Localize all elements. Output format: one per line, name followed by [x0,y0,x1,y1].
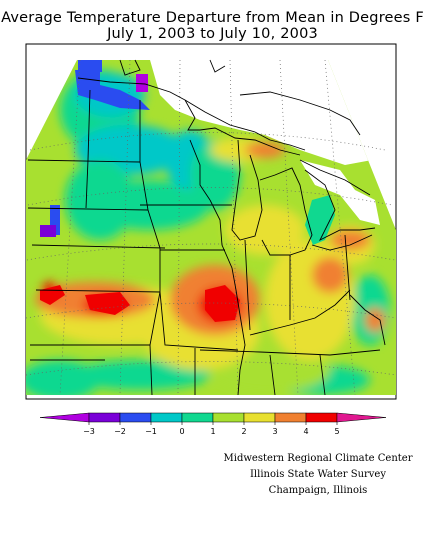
credit-survey: Illinois State Water Survey [249,469,386,480]
legend-tick-label: −1 [145,427,157,436]
credit-institution: Midwestern Regional Climate Center [223,453,413,464]
graticule [25,59,397,396]
legend-tick-label: −2 [114,427,126,436]
legend-tick-label: −3 [83,427,95,436]
legend-swatch [181,412,214,423]
legend-swatch [274,412,307,423]
legend-swatch [336,412,387,423]
legend-tick-label: 2 [241,427,246,436]
legend-swatch [39,412,90,423]
map-title: Average Temperature Departure from Mean … [1,10,424,26]
legend-swatch [88,412,121,423]
state-boundaries [27,59,386,396]
legend-tick-label: 4 [303,427,308,436]
credit-location: Champaign, Illinois [268,485,368,496]
map-date-range: July 1, 2003 to July 10, 2003 [107,26,318,42]
temperature-field [26,60,396,395]
legend-tick-label: 5 [334,427,339,436]
legend-swatch [305,412,338,423]
legend-swatch [150,412,183,423]
legend-swatch [119,412,152,423]
legend-swatch [212,412,245,423]
legend-tick-label: 1 [210,427,215,436]
legend-tick-label: 3 [272,427,277,436]
legend-tick-label: 0 [179,427,184,436]
legend-swatch [243,412,276,423]
